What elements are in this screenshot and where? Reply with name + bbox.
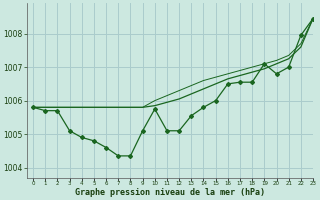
X-axis label: Graphe pression niveau de la mer (hPa): Graphe pression niveau de la mer (hPa) [75, 188, 265, 197]
